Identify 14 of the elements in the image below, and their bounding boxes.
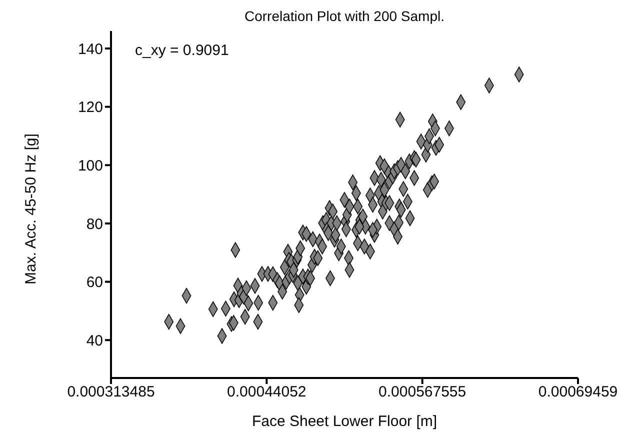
y-tick-label: 80 (86, 216, 103, 233)
x-tick-label: 0.000567555 (378, 384, 466, 401)
y-tick-label: 100 (78, 157, 103, 174)
y-tick-label: 60 (86, 274, 103, 292)
x-tick-label: 0.00044052 (227, 384, 306, 401)
y-tick-label: 140 (78, 40, 103, 58)
x-tick-label: 0.00069459 (538, 384, 618, 401)
y-tick-label: 120 (78, 99, 103, 116)
chart-title: Correlation Plot with 200 Sampl. (244, 8, 446, 24)
annotation: c_xy = 0.9091 (135, 42, 229, 59)
x-tick-label: 0.000313485 (67, 384, 155, 401)
x-axis-title: Face Sheet Lower Floor [m] (252, 413, 438, 430)
y-axis-title: Max. Acc. 45-50 Hz [g] (22, 134, 40, 284)
y-tick-label: 40 (86, 332, 103, 350)
